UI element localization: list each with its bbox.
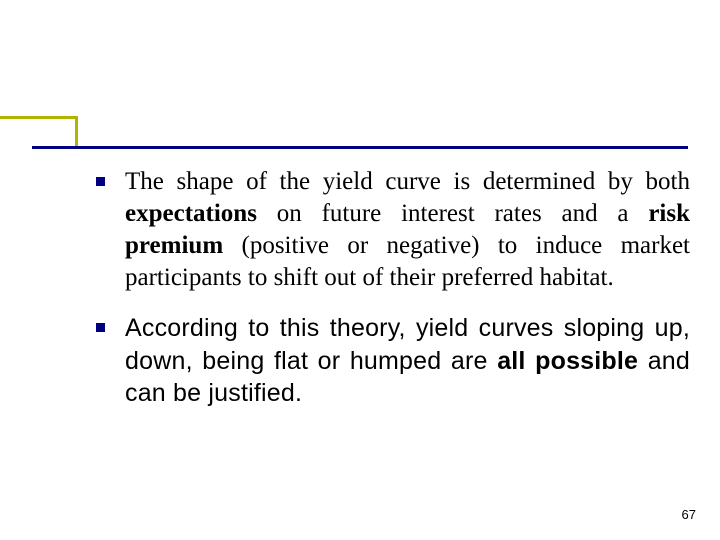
page-number: 67 — [682, 507, 696, 522]
bullet-item-2: According to this theory, yield curves s… — [96, 312, 690, 410]
text-segment: on future interest rates and a — [277, 200, 649, 227]
square-bullet-icon — [96, 177, 105, 186]
square-bullet-icon — [96, 323, 105, 332]
bullet-text-2: According to this theory, yield curves s… — [125, 312, 690, 410]
slide-content: The shape of the yield curve is determin… — [96, 166, 690, 428]
text-bold: all possible — [497, 347, 638, 375]
text-bold: expectations — [125, 200, 257, 227]
accent-corner — [0, 116, 78, 146]
bullet-text-1: The shape of the yield curve is determin… — [125, 166, 690, 294]
text-segment: The shape of the yield curve is determin… — [125, 168, 690, 195]
accent-underline — [32, 146, 688, 149]
bullet-item-1: The shape of the yield curve is determin… — [96, 166, 690, 294]
